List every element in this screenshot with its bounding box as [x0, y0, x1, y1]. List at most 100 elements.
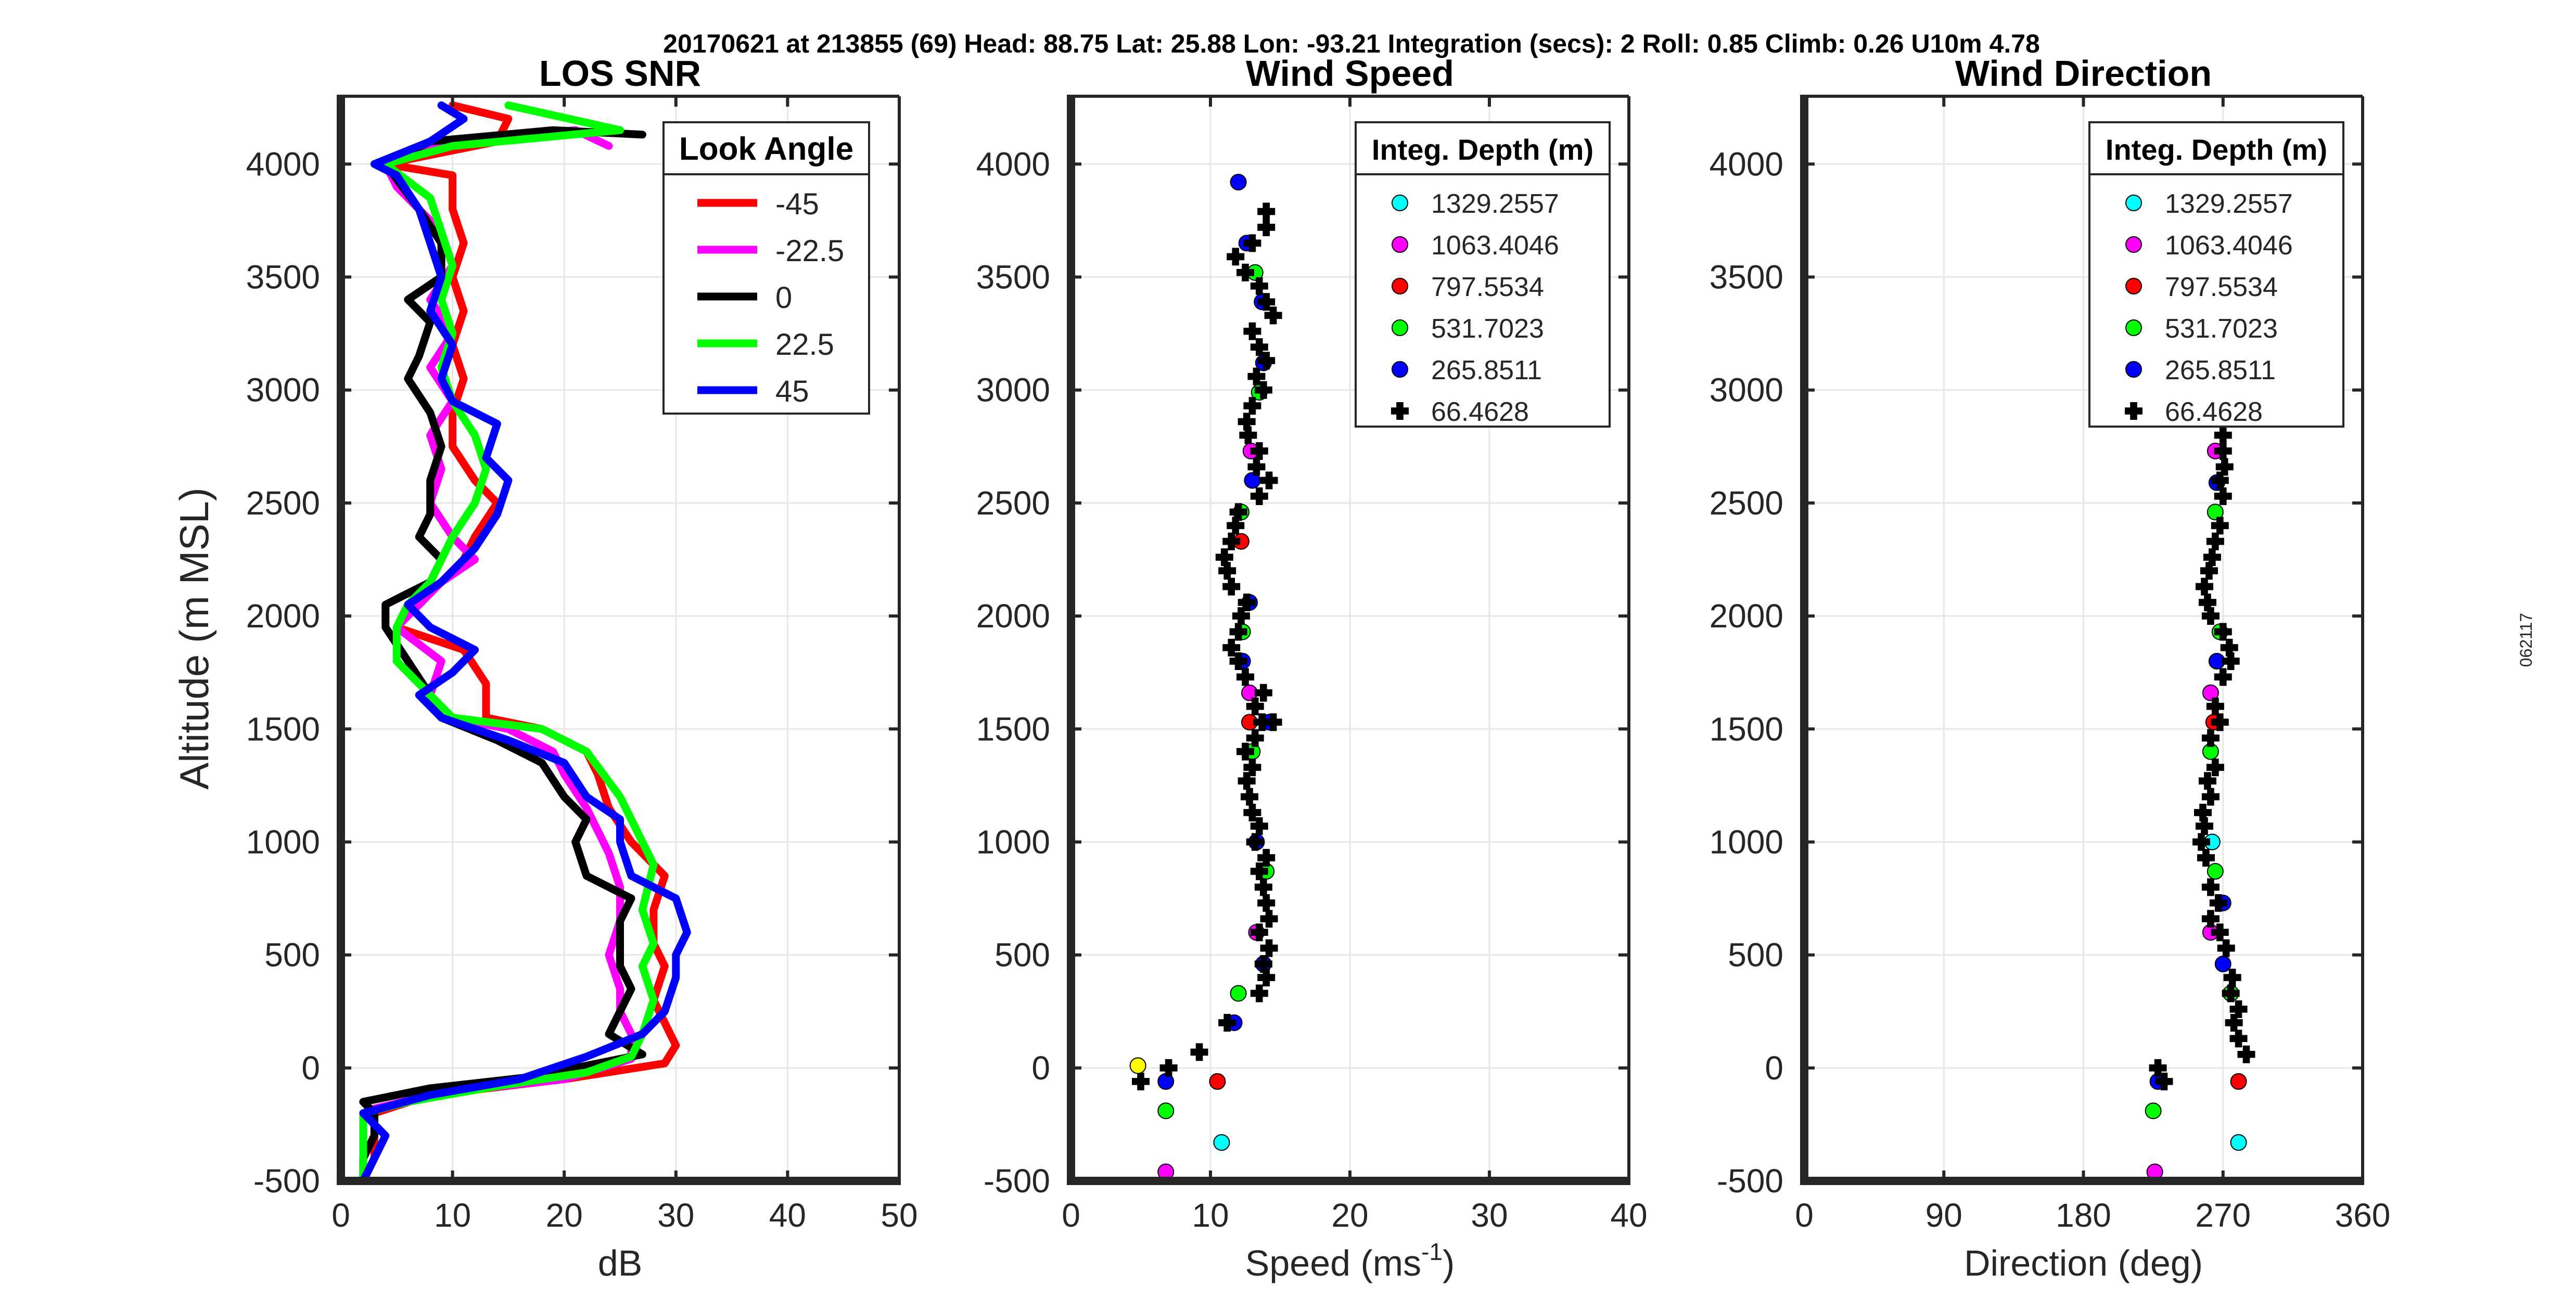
tick-label-x: 20: [1331, 1197, 1368, 1234]
data-point: [1243, 758, 1261, 777]
tick-label-y: 1500: [246, 710, 320, 748]
tick-label-x: 30: [657, 1197, 694, 1234]
data-point: [1157, 1102, 1175, 1120]
side-label: 062117: [2517, 613, 2535, 667]
legend-label: 0: [775, 281, 792, 315]
data-point: [2211, 471, 2229, 490]
data-point: [1236, 668, 1254, 686]
data-point: [1257, 218, 1276, 236]
data-point: [1241, 788, 1259, 806]
chart-title: Wind Speed: [1246, 53, 1454, 94]
data-point: [1230, 985, 1247, 1002]
tick-label-y: 2000: [1710, 597, 1783, 635]
data-point: [2225, 1013, 2243, 1032]
legend-marker: [1392, 278, 1408, 294]
data-point: [1257, 352, 1276, 370]
legend-marker: [1392, 361, 1408, 378]
legend-marker: [1392, 319, 1408, 336]
data-point: [2214, 487, 2232, 505]
data-point: [1260, 910, 1278, 928]
legend-marker: [2125, 236, 2142, 253]
tick-label-x: 0: [1062, 1197, 1080, 1234]
data-point: [2211, 713, 2229, 731]
legend-label: 265.8511: [2165, 355, 2276, 385]
data-point: [1129, 1057, 1146, 1074]
tick-label-x: 40: [769, 1197, 806, 1234]
data-point: [1250, 984, 1268, 1002]
data-point: [1238, 772, 1256, 790]
data-point: [2195, 577, 2213, 596]
legend-title: Integ. Depth (m): [1372, 133, 1593, 166]
data-point: [1229, 652, 1247, 670]
tick-label-y: 500: [994, 936, 1050, 974]
data-point: [1246, 697, 1264, 715]
legend-label: 531.7023: [2165, 314, 2278, 344]
data-point: [1264, 713, 1282, 731]
legend-label: -22.5: [775, 234, 844, 268]
tick-label-x: 40: [1610, 1197, 1647, 1234]
data-point: [2222, 984, 2240, 1002]
tick-label-x: 180: [2056, 1197, 2111, 1234]
data-point: [1246, 833, 1264, 851]
tick-label-y: 2500: [246, 484, 320, 522]
data-point: [2197, 848, 2215, 867]
data-point: [2203, 548, 2221, 567]
axis-label-x: dB: [598, 1243, 643, 1283]
legend: Integ. Depth (m) 1329.2557 1063.4046 797.55…: [1355, 121, 1611, 428]
tick-label-y: 1000: [246, 823, 320, 860]
data-point: [1254, 381, 1272, 399]
legend-marker: [2125, 402, 2143, 420]
data-point: [1222, 638, 1241, 657]
legend: Integ. Depth (m) 1329.2557 1063.4046 797.55…: [2088, 121, 2344, 428]
tick-label-y: 3500: [246, 259, 320, 296]
data-point: [2206, 532, 2224, 550]
chart-title: Wind Direction: [1955, 53, 2212, 94]
data-point: [1254, 878, 1272, 896]
legend-box: [662, 121, 870, 415]
axis-label-x: Direction (deg): [1964, 1243, 2203, 1283]
data-point: [1222, 577, 1241, 596]
data-point: [2222, 652, 2240, 670]
tick-label-y: 3000: [976, 371, 1050, 409]
legend-label: 1329.2557: [1431, 189, 1559, 219]
legend-label: 1063.4046: [1431, 230, 1559, 261]
data-point: [2214, 956, 2231, 972]
data-point: [1257, 969, 1276, 987]
data-point: [2230, 1134, 2247, 1151]
data-point: [2211, 923, 2229, 942]
data-point: [2195, 817, 2213, 835]
legend-title: Look Angle: [679, 131, 853, 167]
chart-los-snr: 0 10 20 30 40 50 -500 0 500 1000 1500 2000 2500 3000 3…: [171, 53, 918, 1283]
data-point: [2211, 517, 2229, 535]
data-point: [1253, 713, 1271, 731]
data-point: [1246, 729, 1264, 747]
axis-label-x: Speed (ms-1): [1245, 1238, 1455, 1283]
data-point: [1254, 955, 1272, 973]
data-point: [2206, 758, 2224, 777]
data-point: [2201, 729, 2220, 747]
legend-marker: [2125, 195, 2142, 211]
series-line--45: [359, 101, 680, 1181]
tick-label-y: -500: [1717, 1162, 1783, 1200]
legend-title: Integ. Depth (m): [2106, 133, 2327, 166]
tick-label-x: 0: [331, 1197, 350, 1234]
legend-label: 1329.2557: [2165, 189, 2293, 219]
data-point: [1257, 202, 1276, 221]
axis-label-x-close: ): [1443, 1243, 1455, 1283]
data-point: [1264, 306, 1282, 325]
axis-label-y: Altitude (m MSL): [171, 487, 217, 790]
data-point: [1229, 503, 1247, 521]
tick-label-x: 0: [1795, 1197, 1814, 1234]
data-point: [1257, 848, 1276, 867]
series-line-22.5: [359, 101, 658, 1181]
legend-label: 45: [775, 375, 809, 408]
series-line-0: [359, 126, 646, 1181]
data-point: [1218, 562, 1236, 580]
tick-label-x: 20: [546, 1197, 583, 1234]
legend-label: -45: [775, 187, 819, 221]
data-point: [1239, 426, 1257, 444]
tick-label-x: 50: [881, 1197, 917, 1234]
chart-wind-direction: 0 90 180 270 360 -500 0 500 1000 1500 2000 2500 3000…: [1710, 53, 2391, 1283]
data-point: [2201, 607, 2220, 625]
